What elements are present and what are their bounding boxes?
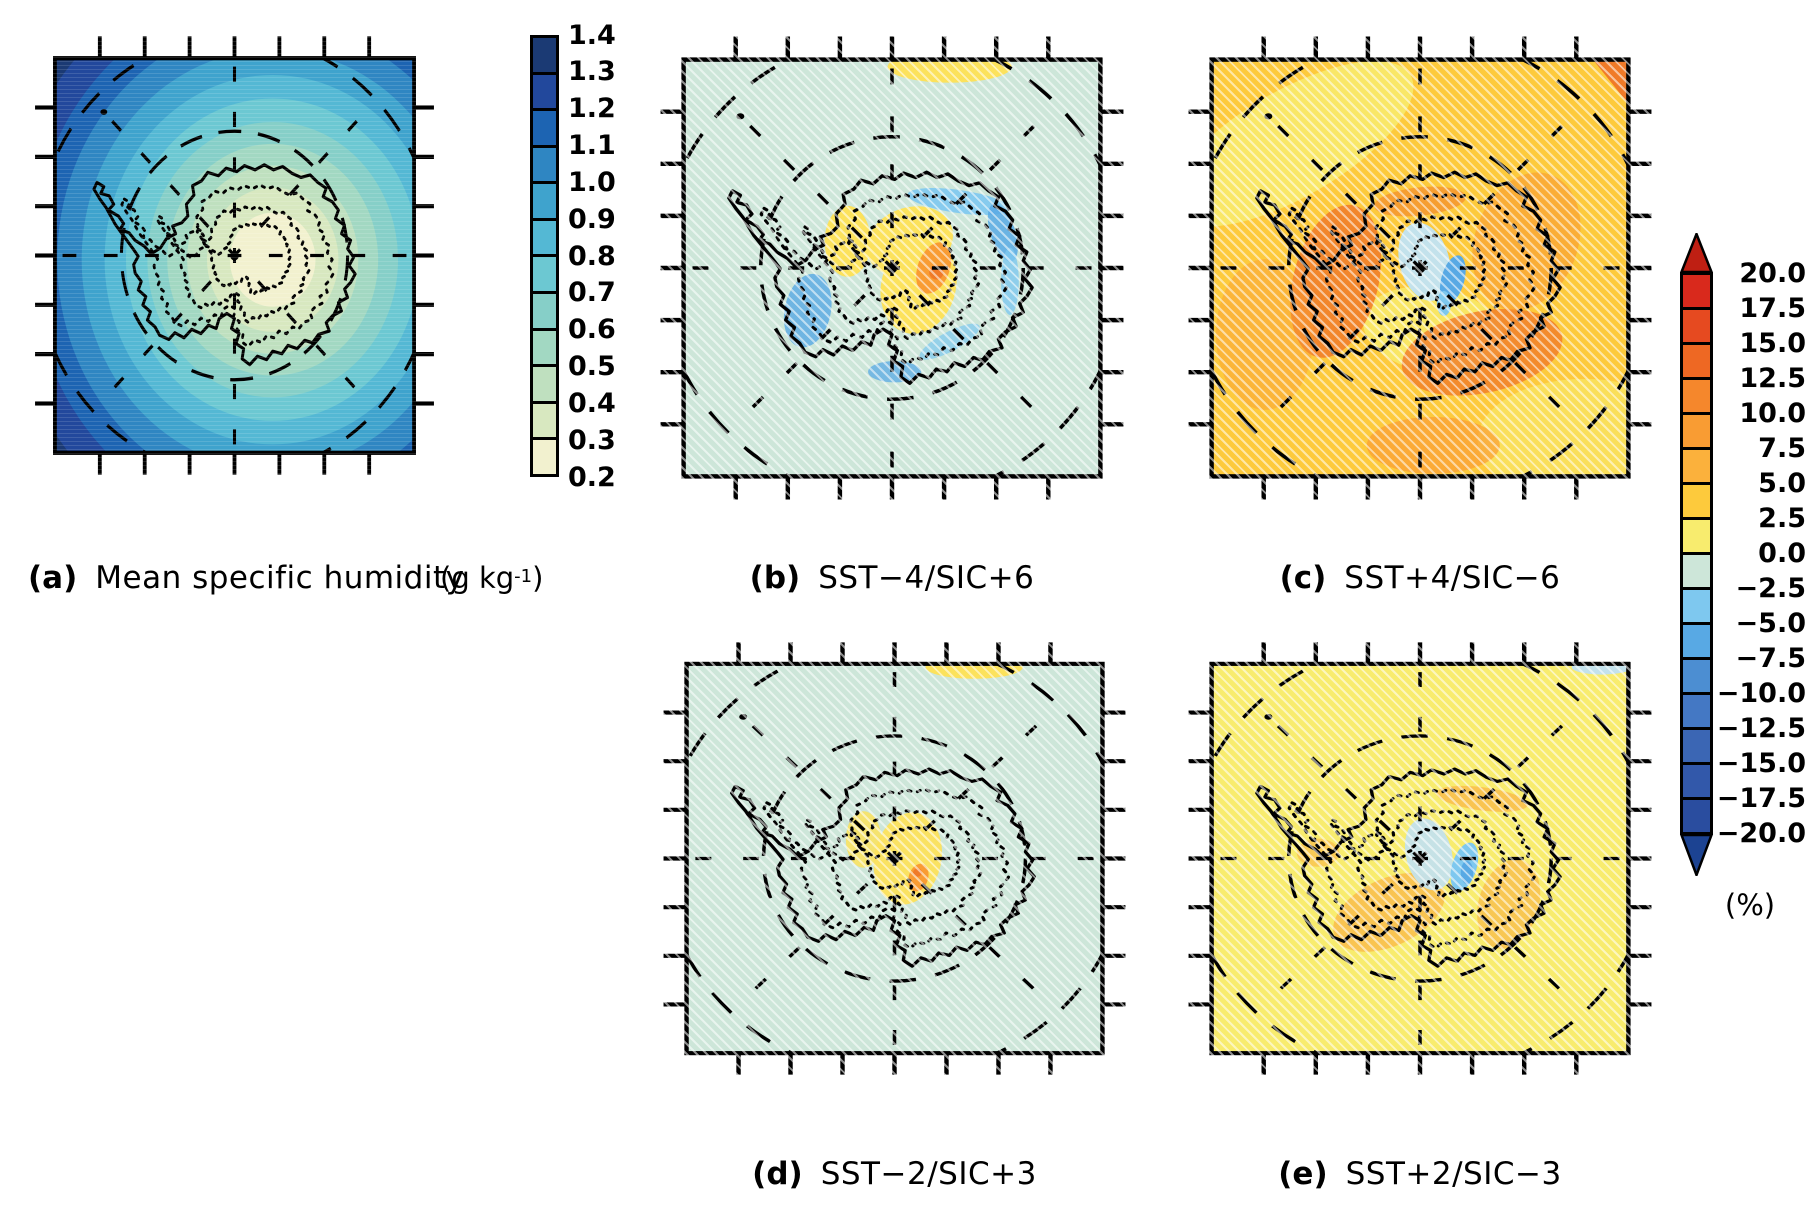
- humidity-colorbar-cell: [533, 367, 556, 404]
- percent-colorbar-label: 10.0: [1739, 398, 1806, 429]
- caption-c: (c) SST+4/SIC−6: [1185, 556, 1655, 600]
- humidity-contour-bands: [54, 58, 415, 453]
- caption-a-title: Mean specific humidity: [95, 560, 465, 596]
- percent-colorbar-cell: [1683, 380, 1710, 415]
- percent-colorbar-label: 7.5: [1758, 433, 1806, 464]
- percent-colorbar-labels: 20.0 17.5 15.0 12.5 10.0 7.5 5.0 2.5 0.0 −2.5 −5.0…: [1716, 256, 1806, 851]
- humidity-colorbar-label: 0.2: [568, 461, 616, 493]
- caption-e: (e) SST+2/SIC−3: [1185, 1152, 1655, 1196]
- humidity-colorbar-cell: [533, 184, 556, 221]
- caption-c-index: (c): [1279, 560, 1327, 596]
- map-c-svg: [1185, 33, 1655, 503]
- percent-colorbar-label: 2.5: [1758, 503, 1806, 534]
- percent-colorbar-arrow-up: [1680, 233, 1713, 273]
- caption-d-title: SST−2/SIC+3: [820, 1156, 1037, 1192]
- percent-colorbar-cell: [1683, 660, 1710, 695]
- humidity-colorbar-cell: [533, 440, 556, 474]
- humidity-colorbar-label: 0.5: [568, 351, 616, 383]
- percent-colorbar-label: 0.0: [1758, 538, 1806, 569]
- caption-b-title: SST−4/SIC+6: [818, 560, 1035, 596]
- percent-colorbar-label: 12.5: [1739, 363, 1806, 394]
- panel-b-map: [657, 33, 1127, 503]
- caption-e-title: SST+2/SIC−3: [1345, 1156, 1562, 1192]
- panel-e-map: [1185, 639, 1655, 1078]
- percent-colorbar-cell: [1683, 520, 1710, 555]
- humidity-colorbar-label: 1.1: [568, 130, 616, 162]
- percent-colorbar-cell: [1683, 730, 1710, 765]
- percent-colorbar-label: −20.0: [1716, 818, 1806, 849]
- percent-colorbar-label: −10.0: [1716, 678, 1806, 709]
- humidity-colorbar-label: 1.0: [568, 166, 616, 198]
- caption-c-title: SST+4/SIC−6: [1344, 560, 1561, 596]
- percent-colorbar-cell: [1683, 275, 1710, 310]
- map-e-svg: [1185, 639, 1655, 1078]
- percent-colorbar-cell: [1683, 485, 1710, 520]
- panel-c-map: [1185, 33, 1655, 503]
- caption-b-index: (b): [749, 560, 801, 596]
- humidity-colorbar-label: 0.4: [568, 387, 616, 419]
- percent-colorbar-cell: [1683, 450, 1710, 485]
- percent-colorbar-cell: [1683, 555, 1710, 590]
- percent-colorbar-arrow-down: [1680, 834, 1713, 876]
- percent-colorbar-label: 20.0: [1739, 258, 1806, 289]
- panel-d-map: [660, 639, 1129, 1078]
- caption-e-index: (e): [1278, 1156, 1328, 1192]
- percent-colorbar-label: 17.5: [1739, 293, 1806, 324]
- percent-colorbar: [1680, 272, 1713, 835]
- humidity-colorbar-label: 0.3: [568, 424, 616, 456]
- humidity-colorbar: [530, 35, 559, 477]
- percent-colorbar-label: −17.5: [1716, 783, 1806, 814]
- map-a-svg: [32, 33, 437, 478]
- humidity-colorbar-cell: [533, 294, 556, 331]
- map-d-svg: [660, 639, 1129, 1078]
- percent-colorbar-units: (%): [1724, 888, 1776, 922]
- percent-colorbar-label: −2.5: [1735, 573, 1806, 604]
- panel-a-map: [32, 33, 437, 478]
- percent-colorbar-cell: [1683, 800, 1710, 832]
- percent-colorbar-cell: [1683, 695, 1710, 730]
- percent-colorbar-label: 15.0: [1739, 328, 1806, 359]
- humidity-colorbar-cell: [533, 74, 556, 112]
- humidity-colorbar-label: 1.2: [568, 93, 616, 125]
- humidity-colorbar-label: 1.4: [568, 19, 616, 51]
- caption-a-index: (a): [28, 560, 78, 596]
- humidity-colorbar-cell: [533, 257, 556, 295]
- percent-colorbar-cell: [1683, 765, 1710, 800]
- caption-a: (a) Mean specific humidity (g kg -1): [28, 556, 628, 600]
- humidity-colorbar-cell: [533, 330, 556, 368]
- caption-d: (d) SST−2/SIC+3: [660, 1152, 1129, 1196]
- percent-colorbar-cell: [1683, 625, 1710, 660]
- percent-colorbar-label: −15.0: [1716, 748, 1806, 779]
- caption-d-index: (d): [752, 1156, 803, 1192]
- humidity-colorbar-cell: [533, 111, 556, 148]
- percent-colorbar-cell: [1683, 415, 1710, 450]
- humidity-colorbar-cell: [533, 147, 556, 185]
- humidity-colorbar-labels: 1.4 1.3 1.2 1.1 1.0 0.9 0.8 0.7 0.6 0.5 0.4 0.3 0.2: [568, 17, 616, 496]
- humidity-colorbar-cell: [533, 220, 556, 258]
- humidity-colorbar-label: 0.8: [568, 240, 616, 272]
- humidity-colorbar-label: 0.7: [568, 277, 616, 309]
- humidity-colorbar-label: 1.3: [568, 56, 616, 88]
- percent-colorbar-cell: [1683, 310, 1710, 345]
- caption-b: (b) SST−4/SIC+6: [657, 556, 1127, 600]
- humidity-colorbar-label: 0.9: [568, 203, 616, 235]
- map-b-svg: [657, 33, 1127, 503]
- humidity-colorbar-cell: [533, 38, 556, 75]
- percent-colorbar-label: −5.0: [1735, 608, 1806, 639]
- percent-colorbar-label: −12.5: [1716, 713, 1806, 744]
- caption-a-units: (g kg -1): [440, 561, 544, 595]
- humidity-colorbar-label: 0.6: [568, 314, 616, 346]
- percent-colorbar-label: −7.5: [1735, 643, 1806, 674]
- percent-colorbar-cell: [1683, 345, 1710, 380]
- percent-colorbar-label: 5.0: [1758, 468, 1806, 499]
- percent-colorbar-cell: [1683, 590, 1710, 625]
- humidity-colorbar-cell: [533, 403, 556, 441]
